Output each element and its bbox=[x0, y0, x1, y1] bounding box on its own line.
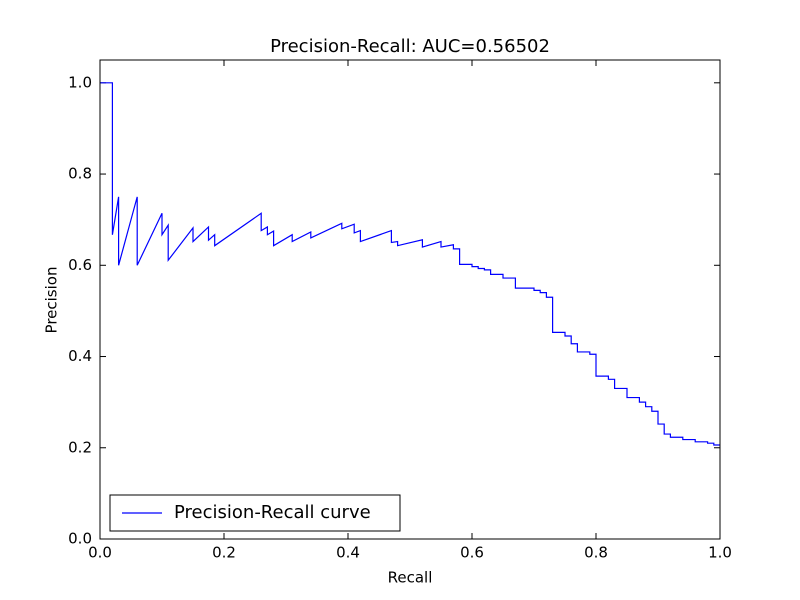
y-tick-label: 0.8 bbox=[68, 165, 92, 183]
x-tick-label: 0.0 bbox=[88, 544, 112, 562]
legend-label: Precision-Recall curve bbox=[174, 502, 371, 523]
y-tick-label: 0.4 bbox=[68, 347, 92, 365]
x-tick-label: 0.8 bbox=[584, 544, 608, 562]
x-tick-label: 1.0 bbox=[708, 544, 732, 562]
x-tick-label: 0.6 bbox=[460, 544, 484, 562]
y-tick-label: 0.2 bbox=[68, 438, 92, 456]
y-tick-label: 1.0 bbox=[68, 73, 92, 91]
x-axis-label: Recall bbox=[388, 569, 433, 587]
y-axis-label: Precision bbox=[43, 267, 61, 334]
chart-title: Precision-Recall: AUC=0.56502 bbox=[270, 36, 550, 57]
line-series bbox=[100, 82, 720, 446]
x-tick-label: 0.2 bbox=[212, 544, 236, 562]
y-tick-label: 0.0 bbox=[68, 530, 92, 548]
y-tick-label: 0.6 bbox=[68, 256, 92, 274]
plot-frame bbox=[99, 59, 721, 540]
x-tick-label: 0.4 bbox=[336, 544, 360, 562]
